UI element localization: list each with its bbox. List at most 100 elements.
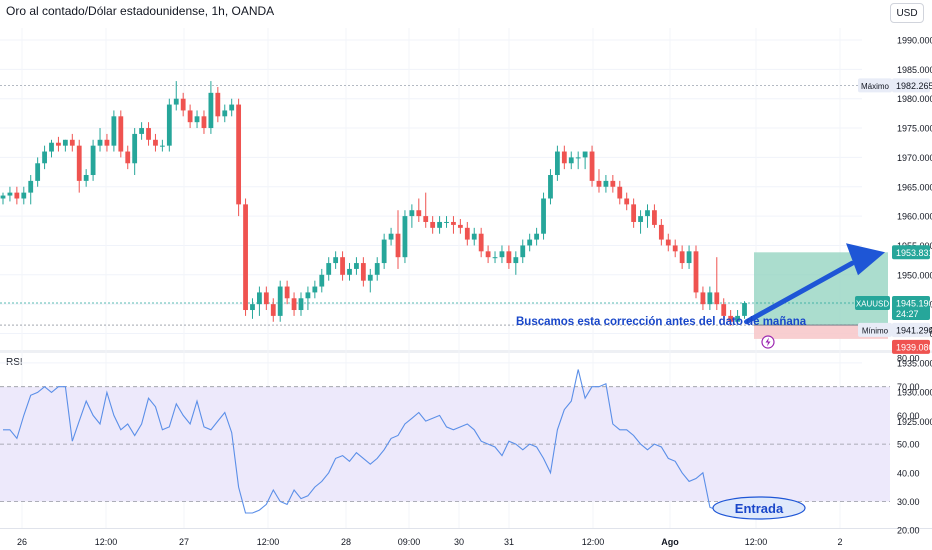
candle xyxy=(118,110,124,158)
candle-body xyxy=(312,286,318,293)
candle xyxy=(354,257,359,275)
candle xyxy=(402,210,408,264)
candle-body xyxy=(250,304,255,311)
candle xyxy=(728,310,734,326)
candle xyxy=(284,280,290,305)
candle xyxy=(56,136,61,152)
candle xyxy=(139,122,144,140)
rsi-tick-label: 50.00 xyxy=(897,440,920,450)
candle-body xyxy=(527,239,533,246)
rsi-axis[interactable]: 80.00 70.00 60.00 50.00 40.00 30.00 20.00 xyxy=(897,354,920,536)
candle xyxy=(0,192,6,205)
max-label: Máximo xyxy=(861,82,890,91)
candle xyxy=(658,219,664,246)
time-tick-label: 12:00 xyxy=(95,537,118,547)
candle xyxy=(686,245,692,269)
price-tick-label: 1970.000 xyxy=(897,153,932,163)
trend-arrow-head[interactable] xyxy=(846,243,885,276)
candle-body xyxy=(513,257,519,264)
candle-body xyxy=(568,157,574,164)
time-tick-label: 12:00 xyxy=(582,537,605,547)
price-tick-label: 1930.000 xyxy=(897,388,932,398)
price-tick-label: 1990.000 xyxy=(897,36,932,46)
price-tick-label: 1965.000 xyxy=(897,182,932,192)
candle-body xyxy=(381,239,387,264)
pane-separator[interactable] xyxy=(0,350,932,353)
time-tick-label: 28 xyxy=(341,537,351,547)
candle xyxy=(333,251,339,269)
candle xyxy=(485,245,491,264)
candle-body xyxy=(159,145,165,147)
candle-body xyxy=(97,139,103,146)
candle-body xyxy=(409,210,415,217)
candle-body xyxy=(118,116,124,152)
price-tick-label: 1925.000 xyxy=(897,417,932,427)
trend-arrow-shaft[interactable] xyxy=(744,260,855,325)
candle-body xyxy=(707,292,713,305)
stop-zone[interactable] xyxy=(754,325,888,339)
candle-body xyxy=(284,286,290,299)
min-label: Mínimo xyxy=(862,326,889,335)
price-tick-label: 1960.000 xyxy=(897,212,932,222)
candle xyxy=(180,92,186,117)
candle xyxy=(520,239,526,264)
time-axis[interactable]: 26 12:00 27 12:00 28 09:00 30 31 12:00 Ago 12:00 2 xyxy=(17,537,843,547)
currency-button[interactable]: USD xyxy=(890,3,924,23)
candle xyxy=(159,139,165,152)
candle xyxy=(312,280,318,299)
max-price-tag-bg xyxy=(892,78,930,93)
candle xyxy=(693,245,699,299)
price-lines xyxy=(0,85,862,326)
price-axis[interactable]: 1990.000 1985.000 1980.000 1975.000 1970.000… xyxy=(855,36,932,428)
max-label-bg xyxy=(858,78,892,93)
candle xyxy=(714,257,720,311)
candle xyxy=(222,104,228,123)
rsi-tick-label: 40.00 xyxy=(897,468,920,478)
candle xyxy=(388,227,394,246)
candle xyxy=(610,175,616,193)
candle-body xyxy=(596,180,602,187)
candle-body xyxy=(561,151,567,164)
candle xyxy=(395,210,401,269)
candle-body xyxy=(146,128,151,140)
candle-body xyxy=(166,104,172,146)
candle xyxy=(208,81,214,134)
candle-body xyxy=(624,198,630,205)
candle-body xyxy=(693,251,699,293)
candle-body xyxy=(471,233,477,240)
candle-body xyxy=(735,315,740,322)
min-price-tag-bg xyxy=(892,322,930,337)
rsi-line xyxy=(3,369,752,514)
price-tick-label: 1935.000 xyxy=(897,358,932,368)
candle-body xyxy=(277,286,283,316)
candle-body xyxy=(187,110,193,123)
candle-body xyxy=(665,239,671,246)
candle xyxy=(631,198,637,228)
candle-body xyxy=(499,251,505,258)
candle xyxy=(263,286,269,311)
candle xyxy=(513,251,519,275)
candle xyxy=(360,257,366,287)
candle-body xyxy=(42,151,47,164)
lightning-icon[interactable] xyxy=(761,335,775,349)
candle xyxy=(146,122,151,146)
candle-body xyxy=(520,245,526,258)
candle-body xyxy=(416,210,422,217)
candle xyxy=(541,192,546,240)
candle-body xyxy=(589,151,595,181)
entry-ellipse xyxy=(712,496,806,520)
candle-body xyxy=(243,204,248,311)
candle-body xyxy=(534,233,540,240)
candle-body xyxy=(603,180,609,187)
candle xyxy=(104,133,110,152)
candle xyxy=(291,292,297,316)
candle xyxy=(194,110,200,129)
candle-body xyxy=(354,263,359,269)
time-tick-label: 26 xyxy=(17,537,27,547)
candle xyxy=(624,192,630,211)
trend-arrow[interactable] xyxy=(744,243,885,325)
candle xyxy=(735,310,740,325)
